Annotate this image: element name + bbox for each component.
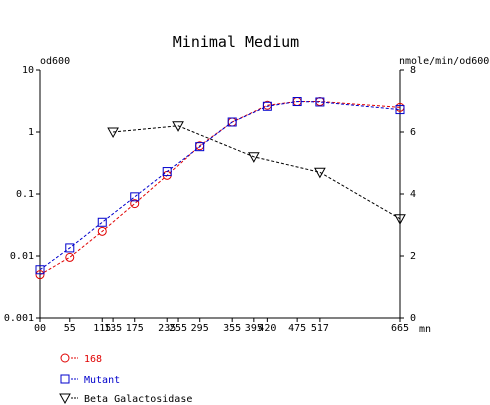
data-point	[130, 192, 140, 202]
data-point	[97, 226, 107, 236]
x-tick-label: 235	[158, 323, 176, 334]
y-left-tick-label: 0.01	[10, 251, 34, 262]
x-tick-label: 00	[34, 323, 46, 334]
y-right-tick-label: 4	[410, 189, 416, 200]
data-point	[65, 252, 75, 262]
series-line	[113, 125, 401, 220]
x-tick-label: 55	[64, 323, 76, 334]
x-tick-label: 475	[288, 323, 306, 334]
y-right-tick-label: 8	[410, 65, 416, 76]
data-point	[35, 265, 45, 275]
y-right-tick-label: 0	[410, 313, 416, 324]
legend-label: 168	[84, 354, 102, 365]
legend-marker	[59, 393, 71, 405]
data-point	[35, 270, 45, 280]
data-point	[314, 167, 326, 179]
y-left-axis-label: od600	[40, 56, 70, 67]
data-point	[262, 101, 272, 111]
legend-label: Beta Galactosidase	[84, 394, 192, 405]
x-tick-label: 517	[311, 323, 329, 334]
x-tick-label: 295	[191, 323, 209, 334]
data-point	[172, 121, 184, 132]
y-left-tick-label: 1	[28, 127, 34, 138]
x-tick-label: 420	[258, 323, 276, 334]
y-left-tick-label: 0.1	[16, 189, 34, 200]
series-layer	[35, 97, 406, 280]
data-point	[162, 167, 172, 177]
x-tick-label: 255	[169, 323, 187, 334]
legend: 168 Mutant Beta Galactosidase	[59, 353, 192, 405]
x-tick-label: 355	[223, 323, 241, 334]
x-tick-label: 175	[126, 323, 144, 334]
data-point	[130, 199, 140, 209]
data-point	[227, 117, 237, 127]
data-point	[395, 105, 405, 115]
legend-marker	[60, 353, 70, 363]
x-tick-label: 135	[104, 323, 122, 334]
x-axis-unit-label: mn	[419, 324, 431, 335]
data-point	[65, 243, 75, 253]
data-point	[247, 152, 260, 163]
data-point	[97, 217, 107, 227]
y-right-tick-label: 6	[410, 127, 416, 138]
y-left-tick-label: 0.001	[4, 313, 34, 324]
data-point	[195, 142, 205, 152]
x-tick-label: 665	[391, 323, 409, 334]
chart-title: Minimal Medium	[173, 33, 299, 51]
x-tick-label: 395	[245, 323, 263, 334]
legend-marker	[60, 374, 70, 384]
legend-label: Mutant	[84, 375, 120, 386]
y-right-axis-label: nmole/min/od600	[399, 56, 489, 67]
data-point	[315, 97, 325, 107]
data-point	[107, 127, 119, 139]
y-right-tick-label: 2	[410, 251, 416, 262]
series-line	[39, 101, 401, 276]
data-point	[394, 214, 406, 225]
y-left-tick-label: 10	[22, 65, 34, 76]
series-line	[39, 101, 401, 271]
data-point	[292, 97, 302, 107]
x-tick-label: 115	[93, 323, 111, 334]
